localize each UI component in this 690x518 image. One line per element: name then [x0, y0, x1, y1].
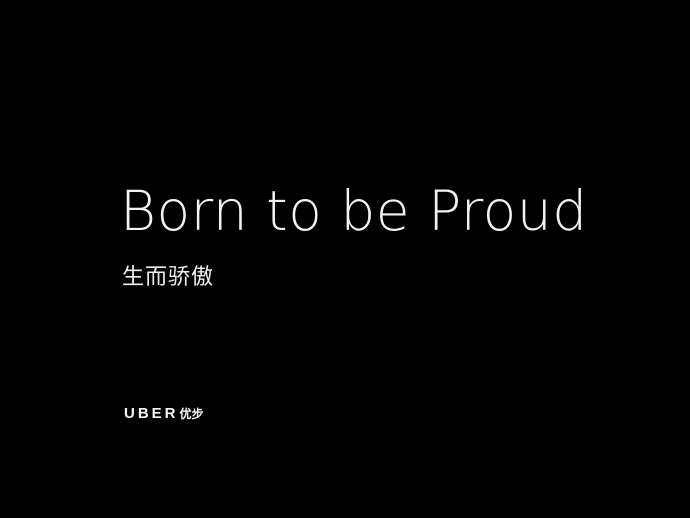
logo-wordmark: UBER: [124, 405, 179, 422]
subline-chinese: 生而骄傲: [122, 265, 215, 290]
headline: Born to be Proud: [120, 179, 588, 243]
logo-wordmark-chinese: 优步: [179, 407, 204, 421]
uber-logo: UBER 优步: [124, 404, 204, 424]
